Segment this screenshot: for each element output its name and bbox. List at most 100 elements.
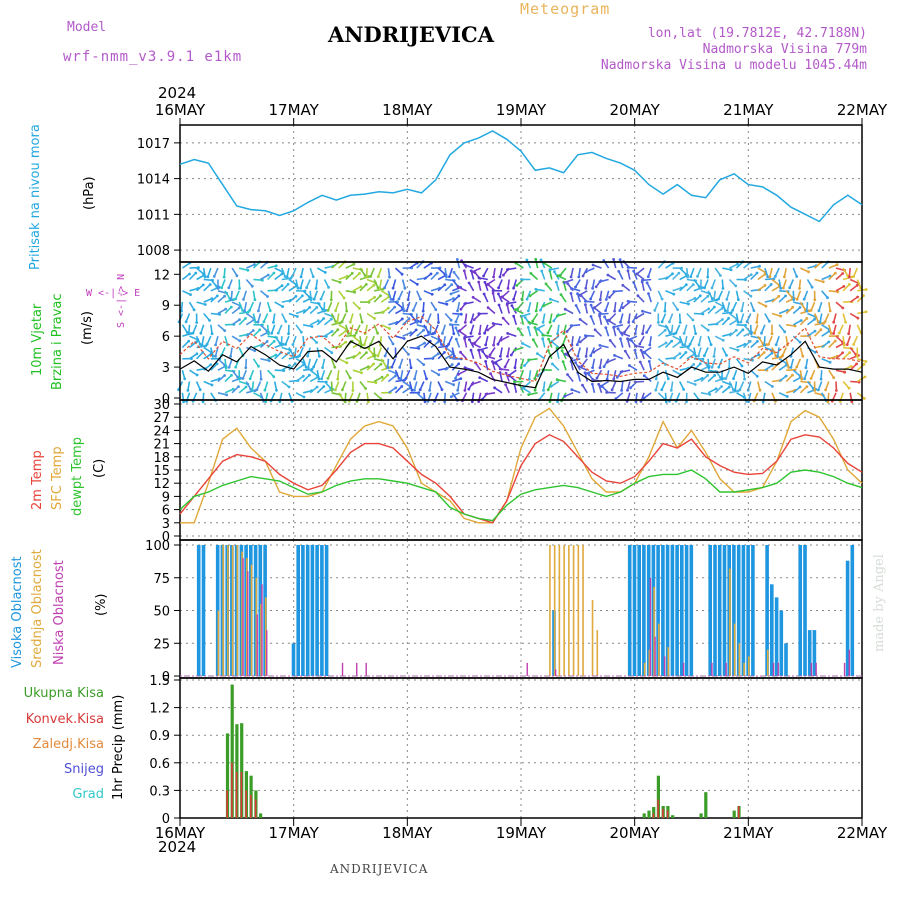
wind-arrow-head <box>203 303 207 306</box>
wind-arrow <box>517 328 525 337</box>
wind-arrow <box>689 335 695 345</box>
wind-arrow-head <box>200 343 204 347</box>
wind-arrow-head <box>760 331 763 335</box>
wind-arrow-head <box>660 297 664 301</box>
wind-arrow-head <box>739 320 743 324</box>
wind-arrow <box>835 272 844 281</box>
wind-arrow-head <box>706 275 710 279</box>
wind-arrow <box>395 308 404 315</box>
wind-arrow <box>714 335 724 342</box>
wind-arrow-head <box>849 365 853 368</box>
wind-arrow <box>507 332 517 337</box>
wind-arrow <box>323 380 332 389</box>
wind-arrow <box>206 335 212 345</box>
xtick-label-bottom: 21MAY <box>723 824 774 842</box>
high-cloud-bar <box>320 545 324 676</box>
wind-arrow <box>743 324 751 332</box>
wind-arrow-head <box>597 382 601 386</box>
wind-arrow <box>288 278 297 286</box>
wind-arrow <box>632 270 638 280</box>
wind-arrow-head <box>471 270 474 274</box>
wind-arrow-head <box>591 286 594 290</box>
wind-arrow <box>336 313 340 323</box>
wind-arrow-head <box>534 309 538 313</box>
wind-arrow <box>612 327 617 337</box>
wind-arrow-head <box>350 271 354 275</box>
wind-arrow-head <box>689 275 693 278</box>
wind-arrow <box>686 284 694 292</box>
wind-arrow-head <box>862 397 866 400</box>
temp-label-2m: 2m Temp <box>30 450 45 510</box>
wind-arrow <box>281 346 291 352</box>
wind-arrow <box>679 351 687 360</box>
wind-arrow-head <box>712 298 716 302</box>
wind-arrow <box>402 318 410 326</box>
wind-arrow-head <box>492 361 496 365</box>
wind-arrow-head <box>458 329 462 333</box>
wind-arrow-head <box>617 270 621 273</box>
wind-arrow <box>288 295 297 303</box>
wind-arrow-head <box>771 385 774 388</box>
wind-arrow <box>743 290 752 297</box>
wind-arrow <box>817 381 823 391</box>
wind-arrow <box>856 279 862 289</box>
wind-arrow <box>330 358 336 368</box>
wind-arrow <box>679 367 689 371</box>
wind-arrow <box>238 301 244 311</box>
wind-arrow <box>792 319 802 326</box>
wind-arrow <box>557 312 567 317</box>
wind-arrow <box>585 300 595 303</box>
wind-arrow <box>599 312 609 315</box>
wind-arrow <box>736 343 746 349</box>
wind-arrow-head <box>224 366 228 370</box>
wind-arrow <box>593 346 602 353</box>
wind-arrow-head <box>779 314 782 318</box>
wind-arrow-head <box>826 400 830 404</box>
wind-arrow <box>494 387 503 394</box>
wind-arrow <box>196 351 204 360</box>
wind-arrow-head <box>756 340 759 343</box>
wind-arrow <box>373 295 382 303</box>
wind-arrow <box>824 381 830 391</box>
wind-arrow-head <box>391 342 395 346</box>
wind-arrow-head <box>864 288 868 291</box>
total-precip-bar <box>732 810 736 818</box>
wind-arrow-head <box>766 275 770 279</box>
wind-arrow <box>312 358 319 368</box>
wind-arrow-head <box>678 352 682 355</box>
wind-arrow-head <box>189 293 192 296</box>
wind-arrow-head <box>578 318 582 321</box>
wind-arrow <box>210 378 220 383</box>
wind-arrow <box>387 290 392 300</box>
wind-arrow-head <box>477 348 481 352</box>
wind-arrow <box>693 377 703 383</box>
wind-arrow-head <box>288 364 291 367</box>
wind-arrow <box>529 290 539 297</box>
high-cloud-bar <box>656 545 660 676</box>
wind-arrow <box>543 301 553 307</box>
wind-arrow <box>309 369 318 377</box>
wind-arrow <box>430 272 438 281</box>
wind-arrow <box>585 279 589 289</box>
high-cloud-bar <box>310 545 315 676</box>
wind-arrow-head <box>491 322 495 325</box>
wind-arrow <box>856 392 865 400</box>
wind-arrow-head <box>581 383 584 387</box>
ytick-label-temp: 9 <box>162 490 170 505</box>
wind-arrow <box>835 369 845 373</box>
wind-arrow-head <box>813 389 817 392</box>
wind-arrow <box>345 290 355 293</box>
wind-arrow <box>678 335 684 345</box>
wind-arrow <box>778 364 787 371</box>
wind-arrow <box>713 290 716 300</box>
conv-precip-bar <box>226 790 228 818</box>
wind-arrow-head <box>683 343 687 347</box>
wind-arrow <box>448 267 454 277</box>
wind-arrow <box>743 340 751 349</box>
wind-arrow <box>373 363 382 371</box>
wind-arrow-head <box>578 293 581 297</box>
ytick-label-temp: 3 <box>162 517 170 532</box>
wind-arrow-head <box>535 327 539 331</box>
wind-arrow <box>300 267 304 278</box>
wind-arrow <box>566 374 574 382</box>
